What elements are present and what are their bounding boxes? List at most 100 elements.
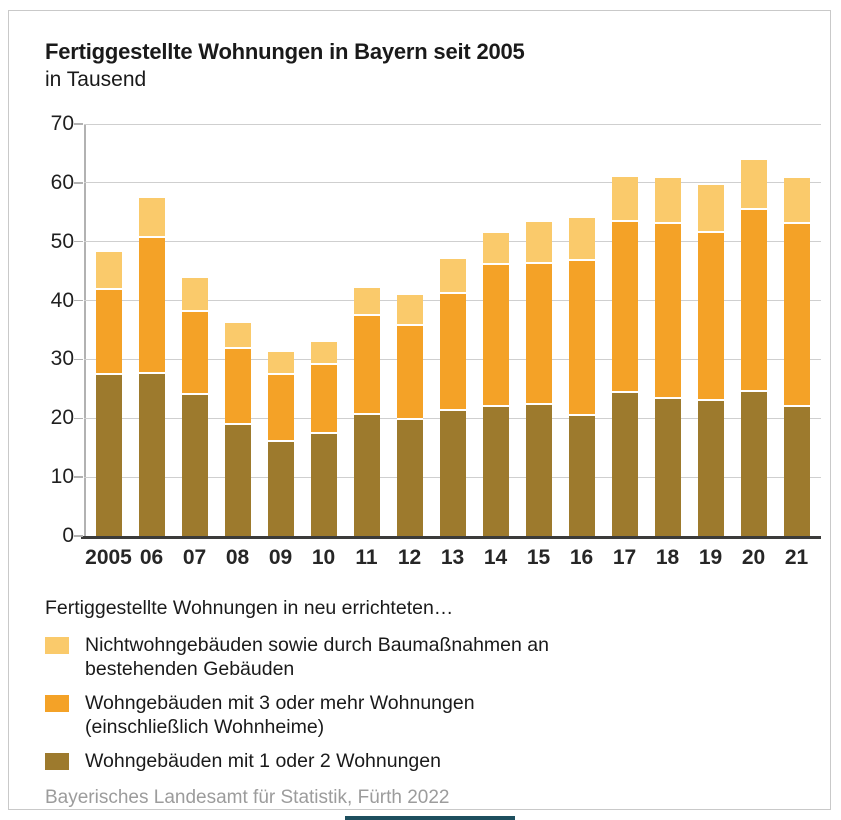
legend-label-line: Wohngebäuden mit 1 oder 2 Wohnungen (85, 750, 441, 772)
segment-series0-10 (310, 433, 337, 536)
segment-series1-07 (181, 311, 208, 395)
segment-series1-13 (439, 294, 466, 412)
segment-series1-08 (224, 348, 251, 426)
bar-10 (310, 341, 337, 536)
bar-14 (482, 232, 509, 536)
legend-item-1-2: Wohngebäuden mit 1 oder 2 Wohnungen (45, 749, 441, 773)
y-tick-70 (74, 123, 83, 125)
y-tick-0 (74, 535, 83, 537)
bar-20 (740, 159, 767, 536)
x-tick-label-20: 20 (741, 546, 766, 569)
segment-series2-10 (310, 341, 337, 365)
y-tick-label-70: 70 (50, 112, 74, 135)
segment-series1-2005 (95, 290, 122, 376)
segment-series2-15 (525, 221, 552, 264)
x-tick-label-10: 10 (311, 546, 336, 569)
y-tick-60 (74, 182, 83, 184)
x-tick-label-19: 19 (698, 546, 723, 569)
segment-series0-2005 (95, 375, 122, 536)
segment-series1-09 (267, 375, 294, 443)
legend-item-other: Nichtwohngebäuden sowie durch Baumaßnahm… (45, 633, 549, 681)
segment-series2-09 (267, 352, 294, 376)
segment-series0-07 (181, 394, 208, 536)
bar-08 (224, 322, 251, 536)
segment-series1-20 (740, 209, 767, 392)
x-tick-label-13: 13 (440, 546, 465, 569)
segment-series2-14 (482, 232, 509, 266)
segment-series1-17 (611, 221, 638, 393)
segment-series0-15 (525, 404, 552, 536)
segment-series1-10 (310, 364, 337, 434)
y-axis-line (84, 124, 86, 536)
segment-series0-09 (267, 442, 294, 536)
bar-09 (267, 352, 294, 536)
bar-2005 (95, 252, 122, 536)
x-tick-label-18: 18 (655, 546, 680, 569)
x-tick-label-12: 12 (397, 546, 422, 569)
x-tick-label-11: 11 (355, 546, 378, 569)
segment-series0-19 (697, 401, 724, 536)
x-tick-label-2005: 2005 (85, 546, 132, 569)
y-tick-label-20: 20 (50, 406, 74, 430)
legend-label-1-2: Wohngebäuden mit 1 oder 2 Wohnungen (85, 749, 441, 773)
x-tick-label-16: 16 (569, 546, 594, 569)
bottom-accent-bar (345, 816, 515, 820)
legend-swatch-other (45, 637, 69, 654)
bar-07 (181, 277, 208, 536)
segment-series2-20 (740, 159, 767, 210)
segment-series1-14 (482, 265, 509, 408)
segment-series2-13 (439, 259, 466, 295)
segment-series1-21 (783, 224, 810, 407)
source-credit: Bayerisches Landesamt für Statistik, Für… (45, 787, 450, 808)
segment-series2-19 (697, 184, 724, 233)
chart-unit-label: in Tausend (45, 68, 147, 91)
segment-series0-12 (396, 420, 423, 536)
bar-13 (439, 259, 466, 536)
infographic-frame: Fertiggestellte Wohnungen in Bayern seit… (8, 10, 831, 810)
legend-label-line: (einschließlich Wohnheime) (85, 716, 325, 738)
legend-item-3plus: Wohngebäuden mit 3 oder mehr Wohnungen (… (45, 691, 475, 739)
chart-title: Fertiggestellte Wohnungen in Bayern seit… (45, 39, 525, 64)
y-tick-20 (74, 417, 83, 420)
y-tick-label-30: 30 (50, 347, 74, 371)
segment-series0-06 (138, 374, 165, 536)
segment-series1-16 (568, 261, 595, 416)
y-tick-10 (74, 476, 83, 478)
segment-series2-06 (138, 197, 165, 239)
bar-11 (353, 287, 380, 536)
segment-series2-16 (568, 218, 595, 262)
bar-18 (654, 178, 681, 536)
legend-label-other: Nichtwohngebäuden sowie durch Baumaßnahm… (85, 633, 549, 681)
y-tick-label-10: 10 (50, 465, 74, 489)
segment-series2-12 (396, 294, 423, 327)
x-tick-label-15: 15 (526, 546, 551, 569)
legend-swatch-3plus (45, 695, 69, 712)
legend-label-line: bestehenden Gebäuden (85, 658, 295, 680)
y-tick-label-60: 60 (50, 170, 74, 194)
segment-series1-18 (654, 224, 681, 399)
segment-series0-17 (611, 392, 638, 536)
gridline-60 (84, 182, 821, 184)
x-tick-label-21: 21 (784, 546, 809, 569)
bar-17 (611, 177, 638, 536)
segment-series1-19 (697, 232, 724, 402)
segment-series1-11 (353, 315, 380, 416)
y-tick-30 (74, 358, 83, 361)
segment-series0-08 (224, 425, 251, 536)
x-tick-label-06: 06 (139, 546, 164, 569)
segment-series0-14 (482, 407, 509, 536)
segment-series1-06 (138, 238, 165, 375)
y-tick-label-40: 40 (50, 288, 74, 312)
legend-label-line: Wohngebäuden mit 3 oder mehr Wohnungen (85, 692, 475, 714)
segment-series0-13 (439, 411, 466, 536)
segment-series0-16 (568, 415, 595, 536)
segment-series2-2005 (95, 252, 122, 290)
segment-series2-08 (224, 322, 251, 349)
bar-21 (783, 178, 810, 536)
segment-series2-17 (611, 177, 638, 222)
segment-series2-21 (783, 178, 810, 225)
bar-15 (525, 221, 552, 536)
legend-intro: Fertiggestellte Wohnungen in neu erricht… (45, 597, 454, 619)
bar-16 (568, 218, 595, 536)
legend-label-line: Nichtwohngebäuden sowie durch Baumaßnahm… (85, 634, 549, 656)
